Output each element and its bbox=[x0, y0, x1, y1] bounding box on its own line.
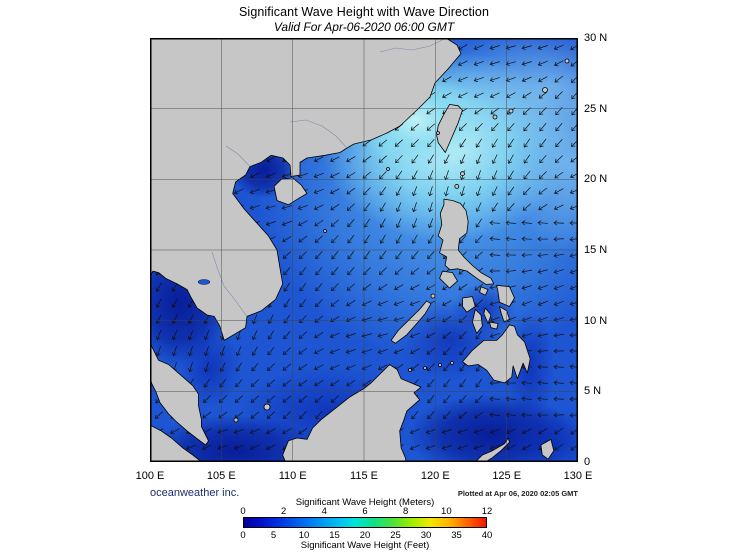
tonle-sap-lake bbox=[197, 279, 211, 285]
lon-label: 105 E bbox=[206, 470, 236, 482]
feet-tick: 40 bbox=[481, 530, 493, 541]
colorbar-gradient bbox=[243, 517, 487, 528]
river-lines bbox=[211, 38, 447, 317]
island-mindanao bbox=[462, 324, 531, 384]
plotted-timestamp: Plotted at Apr 06, 2020 02:05 GMT bbox=[457, 489, 578, 498]
meters-tick: 10 bbox=[441, 506, 452, 517]
meters-tick: 12 bbox=[481, 506, 493, 517]
colorbar-meters-ticks: 0 2 4 6 8 10 12 bbox=[240, 506, 492, 517]
lon-label: 115 E bbox=[350, 470, 378, 482]
chart-title: Significant Wave Height with Wave Direct… bbox=[239, 5, 489, 19]
lon-label: 120 E bbox=[420, 470, 450, 482]
island-halmahera bbox=[540, 439, 555, 460]
meters-tick: 0 bbox=[240, 506, 246, 517]
island-panay bbox=[462, 296, 476, 313]
colorbar-title-meters: Significant Wave Height (Meters) bbox=[295, 497, 435, 508]
feet-tick: 15 bbox=[329, 530, 340, 541]
island-bohol bbox=[489, 321, 499, 330]
land-layer bbox=[150, 38, 570, 462]
island-cebu bbox=[483, 307, 492, 324]
lat-label: 25 N bbox=[584, 102, 608, 115]
feet-tick: 0 bbox=[240, 530, 246, 541]
feet-tick: 35 bbox=[451, 530, 462, 541]
lat-label: 20 N bbox=[584, 173, 608, 186]
island-negros bbox=[472, 309, 483, 334]
lon-label: 110 E bbox=[278, 470, 307, 482]
land-sumatra bbox=[150, 424, 203, 462]
colorbar-title-feet: Significant Wave Height (Feet) bbox=[300, 540, 430, 551]
small-islands bbox=[233, 58, 570, 423]
island-mindoro bbox=[439, 270, 458, 289]
meters-tick: 2 bbox=[281, 506, 287, 517]
island-samar bbox=[496, 284, 515, 307]
credit-text: oceanweather inc. bbox=[150, 487, 240, 499]
meters-tick: 8 bbox=[403, 506, 409, 517]
feet-tick: 5 bbox=[270, 530, 277, 541]
lat-label: 30 N bbox=[584, 32, 608, 44]
lat-label: 10 N bbox=[584, 314, 608, 327]
feet-tick: 10 bbox=[298, 530, 310, 541]
meters-tick: 6 bbox=[362, 506, 368, 517]
land-malay-peninsula bbox=[150, 342, 209, 446]
map-canvas bbox=[150, 38, 578, 462]
lon-label: 130 E bbox=[563, 470, 593, 482]
land-borneo bbox=[282, 364, 422, 462]
island-hainan bbox=[273, 177, 308, 206]
meters-tick: 4 bbox=[321, 506, 327, 517]
land-china-indochina bbox=[150, 38, 462, 341]
lon-label: 125 E bbox=[492, 470, 522, 482]
lat-label: 5 N bbox=[584, 385, 602, 398]
chart-subtitle: Valid For Apr-06-2020 06:00 GMT bbox=[273, 20, 455, 34]
feet-tick: 20 bbox=[359, 530, 371, 541]
lat-label: 15 N bbox=[584, 244, 608, 256]
graticule-grid bbox=[150, 38, 578, 462]
island-masbate bbox=[479, 286, 489, 296]
lon-label: 100 E bbox=[135, 470, 165, 482]
map-frame bbox=[150, 38, 578, 462]
feet-tick: 30 bbox=[420, 530, 432, 541]
island-palawan bbox=[390, 300, 432, 344]
island-luzon bbox=[437, 198, 495, 285]
island-sulawesi bbox=[474, 437, 510, 462]
colorbar-feet-ticks: 0 5 10 15 20 25 30 35 40 bbox=[240, 530, 492, 541]
feet-tick: 25 bbox=[390, 530, 401, 541]
lat-label: 0 bbox=[584, 456, 591, 468]
